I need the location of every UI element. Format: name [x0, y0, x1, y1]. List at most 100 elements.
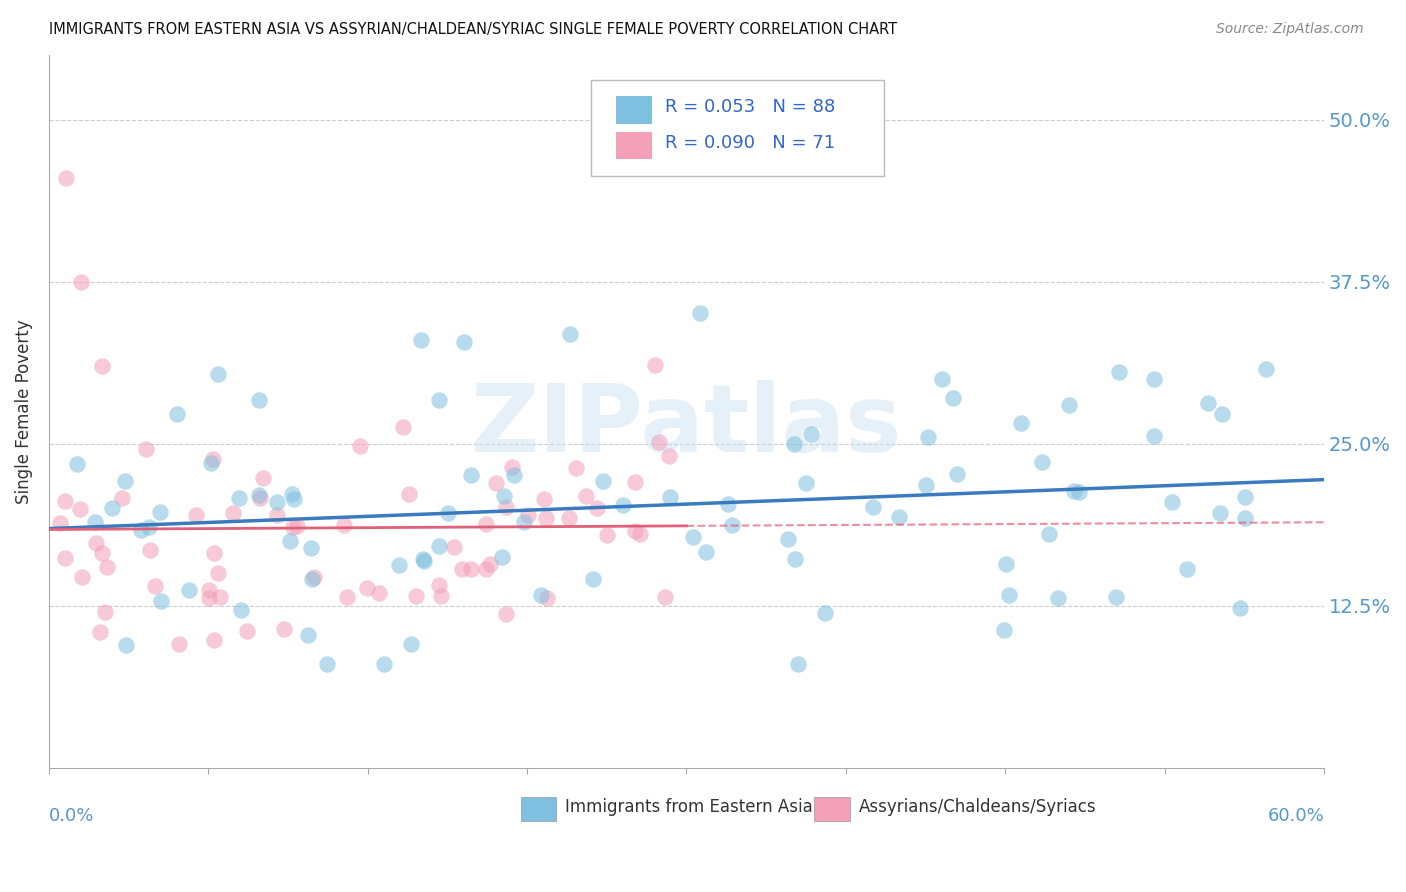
- Point: [273, 623, 295, 637]
- Point: [460, 562, 482, 576]
- Point: [94, 605, 117, 619]
- Point: [89, 624, 111, 639]
- Point: [91, 546, 114, 560]
- Point: [301, 572, 323, 586]
- Point: [794, 476, 817, 491]
- Point: [1108, 365, 1130, 379]
- Point: [427, 392, 450, 407]
- FancyBboxPatch shape: [814, 797, 849, 822]
- Point: [139, 542, 162, 557]
- Point: [1038, 526, 1060, 541]
- Point: [596, 527, 619, 541]
- Point: [513, 515, 536, 529]
- Point: [129, 524, 152, 538]
- Point: [478, 558, 501, 572]
- Point: [1031, 455, 1053, 469]
- Point: [436, 506, 458, 520]
- Text: R = 0.090   N = 71: R = 0.090 N = 71: [665, 134, 835, 152]
- Point: [413, 554, 436, 568]
- Point: [1057, 398, 1080, 412]
- Point: [398, 487, 420, 501]
- Point: [644, 358, 666, 372]
- Point: [283, 491, 305, 506]
- Point: [1197, 396, 1219, 410]
- Point: [682, 530, 704, 544]
- FancyBboxPatch shape: [520, 797, 557, 822]
- Point: [204, 633, 226, 648]
- Y-axis label: Single Female Poverty: Single Female Poverty: [15, 319, 32, 504]
- Point: [658, 449, 681, 463]
- Point: [333, 518, 356, 533]
- Point: [1067, 484, 1090, 499]
- Point: [114, 474, 136, 488]
- Point: [494, 489, 516, 503]
- Point: [946, 467, 969, 481]
- Point: [84, 535, 107, 549]
- Text: 60.0%: 60.0%: [1267, 807, 1324, 825]
- Point: [917, 430, 939, 444]
- Point: [228, 491, 250, 505]
- Point: [1208, 507, 1230, 521]
- Point: [495, 607, 517, 621]
- Point: [207, 367, 229, 381]
- Point: [235, 624, 257, 639]
- Point: [91, 359, 114, 373]
- Point: [1143, 372, 1166, 386]
- Point: [412, 552, 434, 566]
- FancyBboxPatch shape: [616, 132, 652, 159]
- Point: [787, 657, 810, 671]
- Text: Source: ZipAtlas.com: Source: ZipAtlas.com: [1216, 22, 1364, 37]
- Point: [138, 520, 160, 534]
- Point: [501, 459, 523, 474]
- Point: [558, 511, 581, 525]
- Point: [66, 457, 89, 471]
- Point: [491, 549, 513, 564]
- Point: [612, 498, 634, 512]
- Point: [252, 471, 274, 485]
- Point: [143, 579, 166, 593]
- Point: [475, 517, 498, 532]
- Point: [689, 305, 711, 319]
- Point: [495, 500, 517, 514]
- Point: [1105, 590, 1128, 604]
- Point: [316, 657, 339, 671]
- Point: [776, 533, 799, 547]
- Point: [1211, 407, 1233, 421]
- Point: [647, 435, 669, 450]
- Point: [915, 478, 938, 492]
- Point: [1063, 483, 1085, 498]
- Point: [503, 467, 526, 482]
- Point: [299, 541, 322, 556]
- Point: [1046, 591, 1069, 606]
- Point: [460, 468, 482, 483]
- Point: [229, 603, 252, 617]
- Point: [1010, 416, 1032, 430]
- Point: [201, 452, 224, 467]
- Point: [931, 372, 953, 386]
- Point: [575, 489, 598, 503]
- Point: [209, 590, 232, 604]
- Point: [942, 391, 965, 405]
- Point: [280, 533, 302, 548]
- Point: [186, 508, 208, 523]
- Point: [388, 558, 411, 573]
- Text: IMMIGRANTS FROM EASTERN ASIA VS ASSYRIAN/CHALDEAN/SYRIAC SINGLE FEMALE POVERTY C: IMMIGRANTS FROM EASTERN ASIA VS ASSYRIAN…: [49, 22, 897, 37]
- Point: [336, 591, 359, 605]
- Point: [443, 540, 465, 554]
- Point: [222, 506, 245, 520]
- Point: [200, 456, 222, 470]
- Point: [266, 495, 288, 509]
- Point: [430, 589, 453, 603]
- Point: [800, 426, 823, 441]
- Point: [450, 562, 472, 576]
- Point: [624, 524, 647, 538]
- Point: [149, 505, 172, 519]
- Point: [993, 624, 1015, 638]
- Point: [582, 572, 605, 586]
- Point: [207, 566, 229, 580]
- Point: [887, 510, 910, 524]
- Point: [70, 570, 93, 584]
- Point: [169, 637, 191, 651]
- Point: [534, 511, 557, 525]
- Point: [247, 393, 270, 408]
